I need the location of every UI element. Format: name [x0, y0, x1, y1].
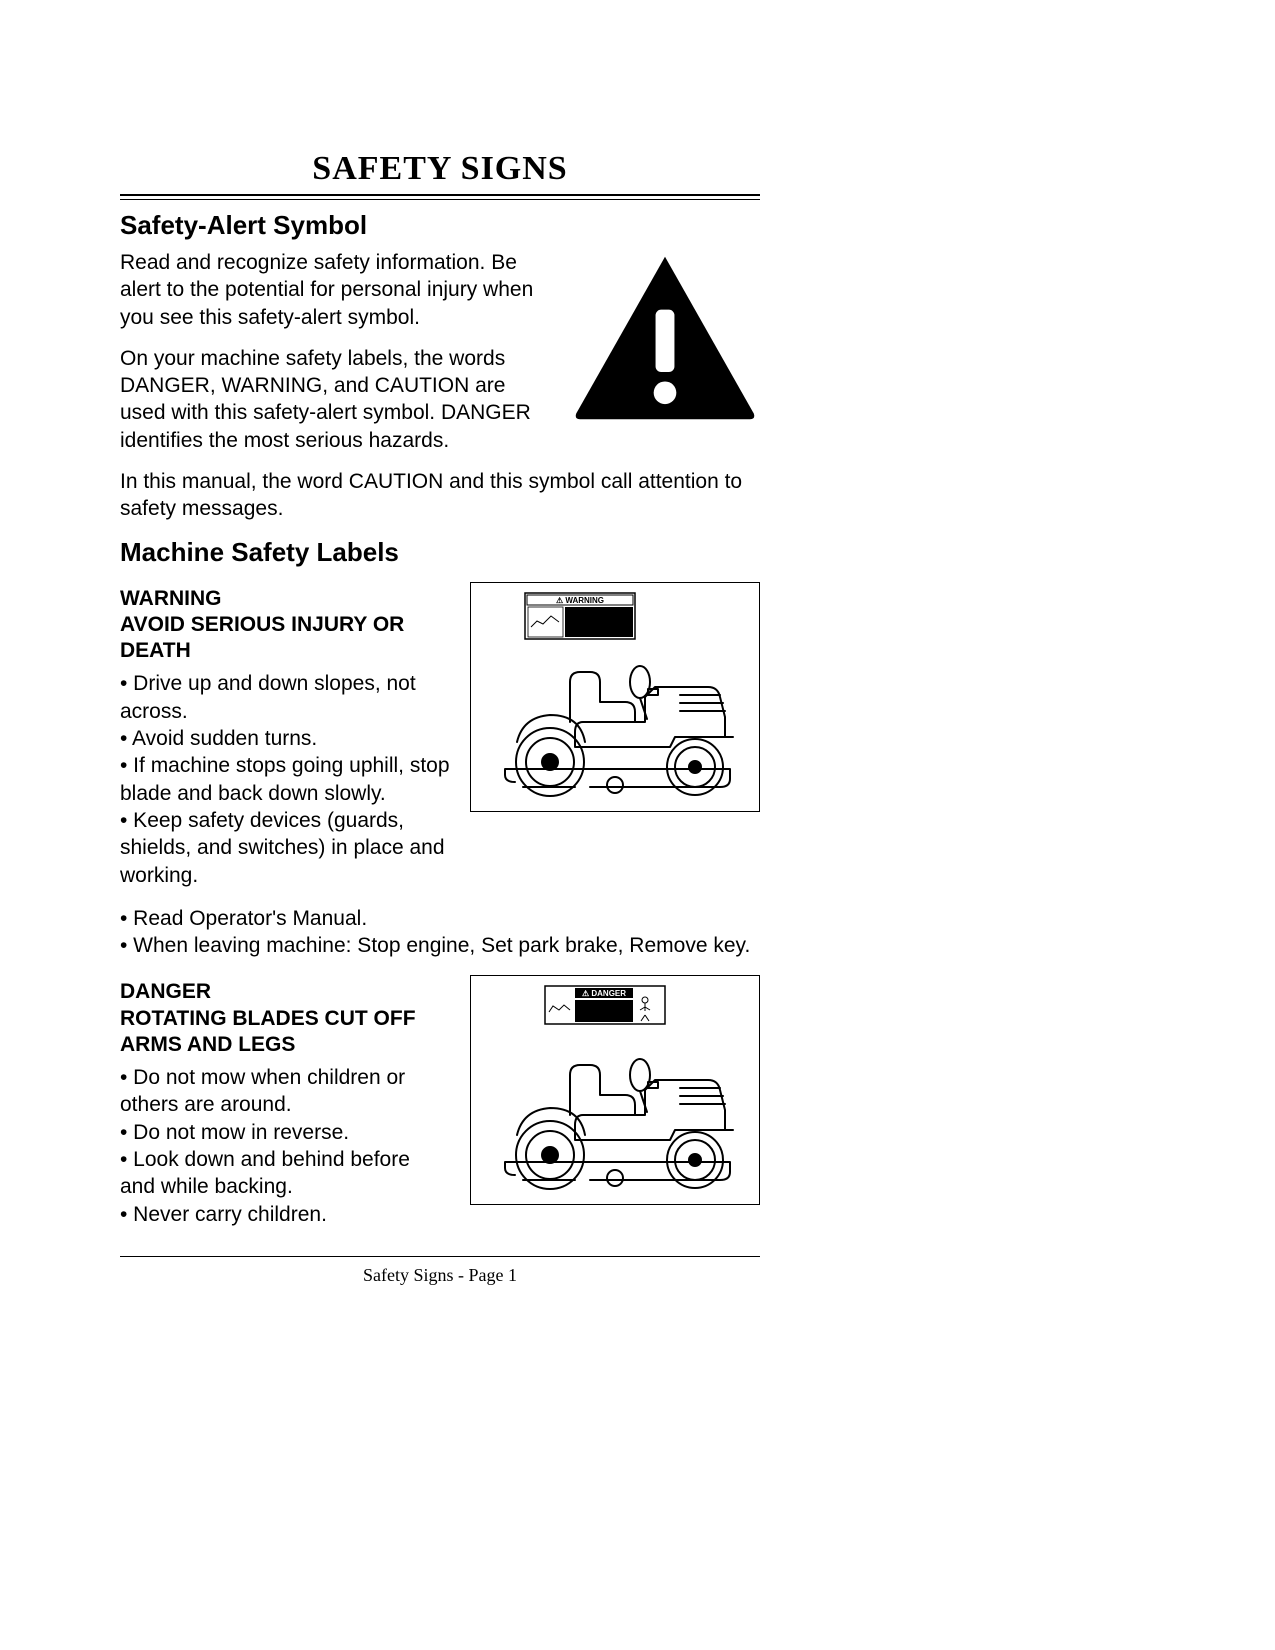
- page-footer: Safety Signs - Page 1: [120, 1265, 760, 1286]
- safety-alert-icon: [570, 253, 760, 428]
- list-item: • If machine stops going uphill, stop bl…: [120, 752, 450, 807]
- list-item: • Do not mow when children or others are…: [120, 1064, 450, 1119]
- warning-text-column: WARNING AVOID SERIOUS INJURY OR DEATH • …: [120, 576, 450, 899]
- section-heading-machine-labels: Machine Safety Labels: [120, 537, 760, 568]
- danger-heading: DANGER ROTATING BLADES CUT OFF ARMS AND …: [120, 979, 450, 1058]
- safety-alert-row: Read and recognize safety information. B…: [120, 249, 760, 468]
- safety-alert-p2: On your machine safety labels, the words…: [120, 345, 550, 454]
- list-item: • Read Operator's Manual.: [120, 905, 760, 932]
- page-title: SAFETY SIGNS: [120, 150, 760, 188]
- list-item: • When leaving machine: Stop engine, Set…: [120, 932, 760, 959]
- list-item: • Avoid sudden turns.: [120, 725, 450, 752]
- list-item: • Never carry children.: [120, 1201, 450, 1228]
- list-item: • Do not mow in reverse.: [120, 1119, 450, 1146]
- warning-bullets-continued: • Read Operator's Manual. • When leaving…: [120, 905, 760, 960]
- safety-alert-p3: In this manual, the word CAUTION and thi…: [120, 468, 760, 523]
- warning-heading: WARNING AVOID SERIOUS INJURY OR DEATH: [120, 586, 450, 665]
- warning-title-2: AVOID SERIOUS INJURY OR DEATH: [120, 613, 404, 662]
- danger-bullets: • Do not mow when children or others are…: [120, 1064, 450, 1228]
- danger-row: DANGER ROTATING BLADES CUT OFF ARMS AND …: [120, 969, 760, 1238]
- list-item: • Keep safety devices (guards, shields, …: [120, 807, 450, 889]
- danger-title-1: DANGER: [120, 980, 211, 1003]
- list-item: • Look down and behind before and while …: [120, 1146, 450, 1201]
- warning-row: WARNING AVOID SERIOUS INJURY OR DEATH • …: [120, 576, 760, 899]
- section-heading-safety-alert: Safety-Alert Symbol: [120, 210, 760, 241]
- warning-bullets: • Drive up and down slopes, not across. …: [120, 670, 450, 888]
- warning-label-header: ⚠ WARNING: [556, 596, 604, 605]
- safety-alert-p1: Read and recognize safety information. B…: [120, 249, 550, 331]
- bottom-rule: [120, 1256, 760, 1257]
- danger-label-figure: ⚠ DANGER: [470, 975, 760, 1205]
- danger-text-column: DANGER ROTATING BLADES CUT OFF ARMS AND …: [120, 969, 450, 1238]
- tractor-illustration-icon: ⚠ DANGER: [475, 980, 755, 1200]
- page-container: SAFETY SIGNS Safety-Alert Symbol Read an…: [0, 0, 880, 1346]
- list-item: • Drive up and down slopes, not across.: [120, 670, 450, 725]
- tractor-illustration-icon: ⚠ WARNING: [475, 587, 755, 807]
- safety-alert-text-column: Read and recognize safety information. B…: [120, 249, 550, 468]
- warning-label-figure: ⚠ WARNING: [470, 582, 760, 812]
- danger-label-header: ⚠ DANGER: [582, 989, 626, 998]
- warning-title-1: WARNING: [120, 587, 222, 610]
- title-rule: [120, 194, 760, 200]
- danger-title-2: ROTATING BLADES CUT OFF ARMS AND LEGS: [120, 1007, 416, 1056]
